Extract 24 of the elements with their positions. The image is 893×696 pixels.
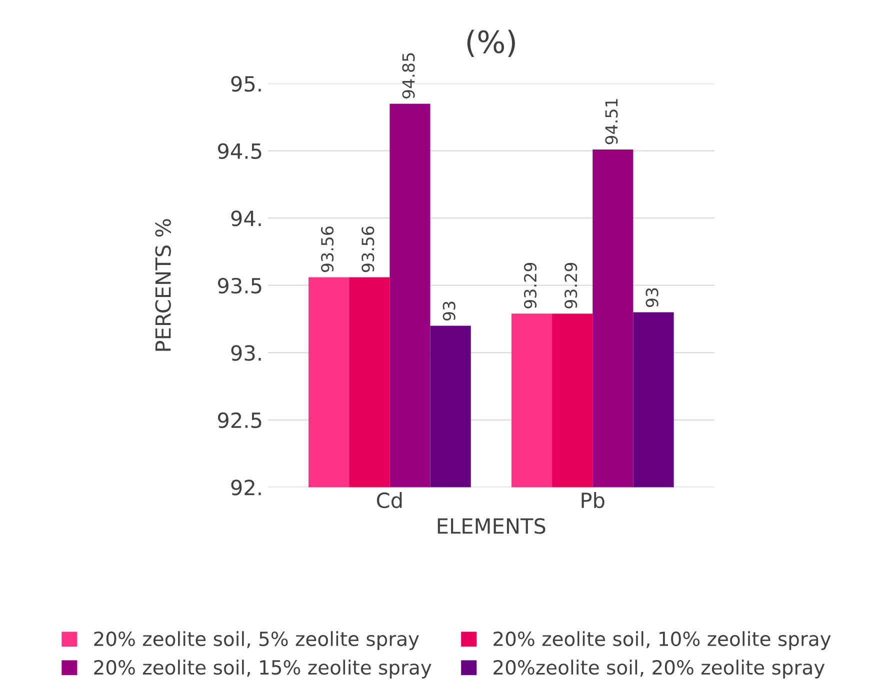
y-tick-label: 92.5 bbox=[218, 412, 262, 428]
data-label: 93.56 bbox=[321, 226, 334, 272]
data-label: 94.51 bbox=[605, 99, 618, 144]
y-tick-label: 92. bbox=[231, 480, 261, 496]
y-tick-label: 94. bbox=[231, 210, 261, 226]
chart-title: (%) bbox=[467, 30, 515, 57]
y-axis-title: PERCENTS % bbox=[155, 219, 171, 351]
y-tick-label: 93.5 bbox=[218, 278, 262, 294]
data-label: 93.29 bbox=[564, 262, 578, 308]
data-label: 93 bbox=[442, 302, 456, 321]
data-label: 93 bbox=[646, 288, 658, 308]
data-label: 93.29 bbox=[524, 262, 537, 308]
legend-label: 20% zeolite soil, 5% zeolite spray bbox=[94, 631, 419, 650]
x-axis-title: ELEMENTS bbox=[438, 518, 546, 534]
y-tick-label: 93. bbox=[231, 345, 261, 361]
y-tick-label: 94.5 bbox=[218, 143, 262, 160]
x-tick-label: Cd bbox=[376, 492, 402, 508]
data-label: 93.56 bbox=[362, 226, 374, 272]
x-tick-label: Pb bbox=[582, 492, 604, 508]
data-label: 94.85 bbox=[402, 53, 415, 98]
legend-label: 20% zeolite soil, 15% zeolite spray bbox=[94, 660, 432, 678]
legend-label: 20%zeolite soil, 20% zeolite spray bbox=[494, 660, 825, 678]
legend-label: 20% zeolite soil, 10% zeolite spray bbox=[494, 631, 831, 650]
y-tick-label: 95. bbox=[231, 76, 261, 92]
